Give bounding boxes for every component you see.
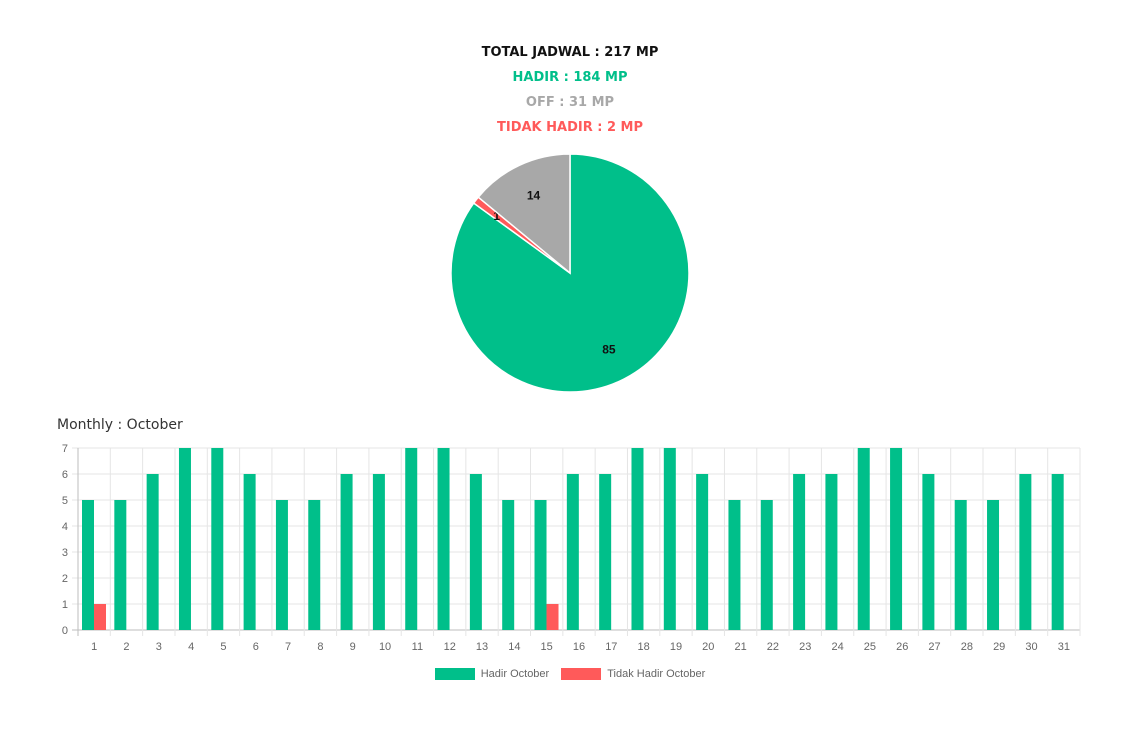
bar-hadir[interactable] [728, 500, 741, 630]
x-tick-label: 3 [156, 641, 162, 653]
x-tick-label: 17 [605, 641, 617, 653]
bar-hadir[interactable] [1019, 474, 1032, 630]
bar-hadir[interactable] [663, 448, 676, 630]
y-tick-label: 1 [62, 599, 68, 611]
x-tick-label: 4 [188, 641, 194, 653]
x-tick-label: 25 [864, 641, 876, 653]
y-tick-label: 4 [62, 521, 68, 533]
y-tick-label: 3 [62, 547, 68, 559]
pie-slice-off[interactable] [477, 153, 571, 275]
x-tick-label: 19 [670, 641, 682, 653]
hadir-label: HADIR : 184 MP [512, 70, 628, 85]
bar-hadir[interactable] [340, 474, 353, 630]
legend-label-hadir: Hadir October [480, 668, 550, 680]
x-tick-label: 18 [638, 641, 650, 653]
monthly-chart-title: Monthly : October [57, 417, 183, 433]
x-tick-label: 5 [220, 641, 226, 653]
y-tick-label: 5 [62, 495, 68, 507]
attendance-pie-chart: 85 1 14 [450, 153, 690, 393]
y-tick-label: 2 [62, 573, 68, 585]
x-tick-label: 15 [541, 641, 553, 653]
bar-hadir[interactable] [696, 474, 709, 630]
x-tick-label: 9 [350, 641, 356, 653]
x-tick-label: 2 [123, 641, 129, 653]
bar-hadir[interactable] [566, 474, 579, 630]
x-tick-label: 10 [379, 641, 391, 653]
bar-hadir[interactable] [82, 500, 94, 630]
pie-slice-label-hadir: 85 [602, 342, 616, 356]
x-tick-label: 24 [831, 641, 843, 653]
bar-hadir[interactable] [1051, 474, 1064, 630]
x-tick-label: 20 [702, 641, 714, 653]
x-tick-label: 31 [1058, 641, 1070, 653]
bar-hadir[interactable] [308, 500, 321, 630]
bar-hadir[interactable] [631, 448, 644, 630]
bar-tidak-hadir[interactable] [94, 604, 106, 630]
bar-hadir[interactable] [502, 500, 515, 630]
bar-hadir[interactable] [275, 500, 288, 630]
bar-hadir[interactable] [178, 448, 191, 630]
x-tick-label: 28 [961, 641, 973, 653]
x-tick-label: 14 [508, 641, 520, 653]
bar-chart-legend: Hadir October Tidak Hadir October [0, 668, 1140, 680]
x-tick-label: 12 [444, 641, 456, 653]
tidak-hadir-label: TIDAK HADIR : 2 MP [496, 120, 644, 135]
x-tick-label: 27 [928, 641, 940, 653]
x-tick-label: 22 [767, 641, 779, 653]
x-tick-label: 1 [91, 641, 97, 653]
y-tick-label: 6 [62, 469, 68, 481]
bar-hadir[interactable] [760, 500, 773, 630]
bar-hadir[interactable] [987, 500, 1000, 630]
x-tick-label: 8 [317, 641, 323, 653]
pie-slice-label-off: 14 [527, 188, 541, 202]
bar-hadir[interactable] [211, 448, 224, 630]
bar-hadir[interactable] [922, 474, 935, 630]
bar-hadir[interactable] [534, 500, 547, 630]
x-tick-label: 26 [896, 641, 908, 653]
bar-hadir[interactable] [793, 474, 806, 630]
bar-hadir[interactable] [954, 500, 967, 630]
total-jadwal-label: TOTAL JADWAL : 217 MP [481, 45, 659, 60]
y-tick-label: 7 [62, 443, 68, 455]
legend-item-tidak-hadir[interactable]: Tidak Hadir October [561, 668, 705, 680]
bar-hadir[interactable] [469, 474, 482, 630]
x-tick-label: 23 [799, 641, 811, 653]
bar-hadir[interactable] [437, 448, 450, 630]
x-tick-label: 11 [412, 641, 423, 653]
x-tick-label: 30 [1025, 641, 1037, 653]
legend-label-tidak-hadir: Tidak Hadir October [607, 668, 706, 680]
y-tick-label: 0 [62, 625, 68, 637]
off-label: OFF : 31 MP [525, 95, 615, 110]
x-tick-label: 21 [734, 641, 746, 653]
x-tick-label: 7 [285, 641, 291, 653]
bar-hadir[interactable] [405, 448, 418, 630]
bar-hadir[interactable] [599, 474, 612, 630]
bar-hadir[interactable] [857, 448, 870, 630]
bar-hadir[interactable] [825, 474, 838, 630]
bar-tidak-hadir[interactable] [546, 604, 559, 630]
bar-hadir[interactable] [890, 448, 903, 630]
x-tick-label: 6 [253, 641, 259, 653]
x-tick-label: 16 [573, 641, 585, 653]
bar-hadir[interactable] [372, 474, 385, 630]
x-tick-label: 13 [476, 641, 488, 653]
x-tick-label: 29 [993, 641, 1005, 653]
legend-swatch-tidak-hadir [561, 668, 602, 680]
pie-slice-label-tidak-hadir: 1 [493, 209, 500, 223]
bar-hadir[interactable] [114, 500, 127, 630]
bar-hadir[interactable] [243, 474, 256, 630]
bar-hadir[interactable] [146, 474, 159, 630]
legend-item-hadir[interactable]: Hadir October [434, 668, 550, 680]
legend-swatch-hadir [434, 668, 475, 680]
